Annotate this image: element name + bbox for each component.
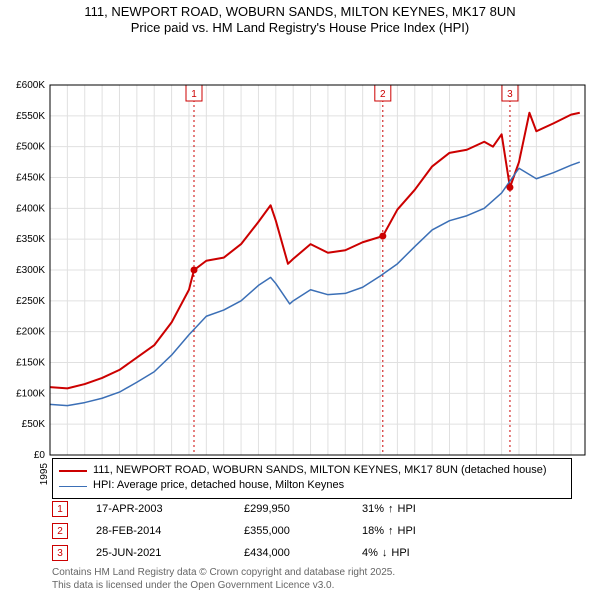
legend-label: 111, NEWPORT ROAD, WOBURN SANDS, MILTON …: [93, 463, 547, 478]
legend-swatch: [59, 486, 87, 487]
svg-text:2: 2: [380, 89, 386, 100]
sale-badge: 3: [52, 545, 68, 561]
sale-row: 3 25-JUN-2021 £434,000 4%↓HPI: [52, 542, 462, 564]
sale-row: 2 28-FEB-2014 £355,000 18%↑HPI: [52, 520, 462, 542]
svg-text:£100K: £100K: [16, 388, 45, 399]
sale-row: 1 17-APR-2003 £299,950 31%↑HPI: [52, 498, 462, 520]
sale-delta: 4%↓HPI: [362, 547, 462, 559]
legend: 111, NEWPORT ROAD, WOBURN SANDS, MILTON …: [52, 458, 572, 499]
sale-price: £434,000: [244, 547, 334, 559]
title-line1: 111, NEWPORT ROAD, WOBURN SANDS, MILTON …: [0, 4, 600, 20]
sale-date: 17-APR-2003: [96, 503, 216, 515]
svg-text:£400K: £400K: [16, 203, 45, 214]
svg-text:1: 1: [191, 89, 197, 100]
legend-item: 111, NEWPORT ROAD, WOBURN SANDS, MILTON …: [59, 463, 565, 478]
attribution: Contains HM Land Registry data © Crown c…: [52, 566, 395, 592]
sale-price: £355,000: [244, 525, 334, 537]
chart-area: £0 £50K £100K £150K £200K £250K £300K £350K £400…: [0, 37, 600, 491]
svg-text:£500K: £500K: [16, 141, 45, 152]
svg-text:£50K: £50K: [22, 419, 46, 430]
attribution-line1: Contains HM Land Registry data © Crown c…: [52, 566, 395, 579]
svg-text:£250K: £250K: [16, 295, 45, 306]
arrow-down-icon: ↓: [382, 547, 388, 559]
svg-text:£450K: £450K: [16, 172, 45, 183]
sale-badge: 1: [52, 501, 68, 517]
sale-delta: 18%↑HPI: [362, 525, 462, 537]
svg-text:1995: 1995: [39, 462, 50, 485]
svg-text:£0: £0: [34, 450, 46, 461]
svg-text:£350K: £350K: [16, 234, 45, 245]
sale-badge: 2: [52, 523, 68, 539]
attribution-line2: This data is licensed under the Open Gov…: [52, 579, 395, 592]
legend-item: HPI: Average price, detached house, Milt…: [59, 478, 565, 493]
sale-delta: 31%↑HPI: [362, 503, 462, 515]
arrow-up-icon: ↑: [388, 503, 394, 515]
svg-text:3: 3: [507, 89, 513, 100]
chart-title: 111, NEWPORT ROAD, WOBURN SANDS, MILTON …: [0, 0, 600, 37]
svg-text:£200K: £200K: [16, 326, 45, 337]
sale-date: 28-FEB-2014: [96, 525, 216, 537]
svg-text:£600K: £600K: [16, 80, 45, 91]
legend-swatch: [59, 470, 87, 472]
svg-text:£150K: £150K: [16, 357, 45, 368]
title-line2: Price paid vs. HM Land Registry's House …: [0, 20, 600, 36]
sale-date: 25-JUN-2021: [96, 547, 216, 559]
svg-text:£550K: £550K: [16, 110, 45, 121]
sale-price: £299,950: [244, 503, 334, 515]
arrow-up-icon: ↑: [388, 525, 394, 537]
svg-text:£300K: £300K: [16, 265, 45, 276]
legend-label: HPI: Average price, detached house, Milt…: [93, 478, 344, 493]
line-chart-svg: £0 £50K £100K £150K £200K £250K £300K £350K £400…: [0, 37, 600, 491]
sales-table: 1 17-APR-2003 £299,950 31%↑HPI 2 28-FEB-2014 £…: [52, 498, 462, 564]
